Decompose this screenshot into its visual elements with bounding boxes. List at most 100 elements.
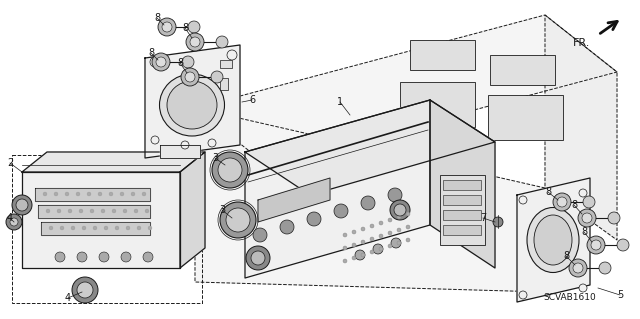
Circle shape — [390, 200, 410, 220]
Circle shape — [126, 226, 130, 230]
Text: FR.: FR. — [573, 38, 590, 48]
Circle shape — [519, 196, 527, 204]
Circle shape — [599, 262, 611, 274]
Circle shape — [79, 209, 83, 213]
Circle shape — [388, 188, 402, 202]
Circle shape — [379, 247, 383, 251]
Circle shape — [10, 218, 18, 226]
Circle shape — [99, 252, 109, 262]
Circle shape — [43, 192, 47, 196]
Text: 8: 8 — [545, 187, 551, 197]
Circle shape — [582, 213, 592, 223]
Circle shape — [181, 68, 199, 86]
Ellipse shape — [534, 215, 572, 265]
Circle shape — [145, 209, 149, 213]
Circle shape — [54, 192, 58, 196]
Bar — [400, 82, 475, 127]
Text: 8: 8 — [182, 23, 188, 33]
Ellipse shape — [167, 81, 217, 129]
Circle shape — [109, 192, 113, 196]
Circle shape — [352, 243, 356, 247]
Circle shape — [158, 18, 176, 36]
Circle shape — [188, 21, 200, 33]
Polygon shape — [430, 100, 495, 268]
Circle shape — [280, 220, 294, 234]
Circle shape — [101, 209, 105, 213]
Circle shape — [120, 192, 124, 196]
Circle shape — [388, 244, 392, 248]
Circle shape — [391, 238, 401, 248]
Polygon shape — [160, 145, 200, 158]
Text: 7: 7 — [480, 213, 486, 223]
Circle shape — [142, 192, 146, 196]
Circle shape — [137, 226, 141, 230]
Circle shape — [76, 192, 80, 196]
Circle shape — [182, 56, 194, 68]
Bar — [12, 155, 202, 303]
Polygon shape — [258, 178, 330, 222]
Circle shape — [82, 226, 86, 230]
Circle shape — [355, 250, 365, 260]
Polygon shape — [41, 222, 150, 235]
Circle shape — [186, 33, 204, 51]
Text: 8: 8 — [177, 58, 183, 68]
Text: 8: 8 — [154, 13, 160, 23]
Circle shape — [579, 284, 587, 292]
Text: 4: 4 — [7, 213, 13, 223]
Circle shape — [406, 238, 410, 242]
Circle shape — [587, 236, 605, 254]
Polygon shape — [517, 178, 590, 302]
Polygon shape — [545, 15, 617, 240]
Polygon shape — [180, 152, 205, 268]
Circle shape — [16, 199, 28, 211]
Circle shape — [379, 234, 383, 238]
Bar — [490, 55, 555, 85]
Circle shape — [569, 259, 587, 277]
Circle shape — [579, 189, 587, 197]
Circle shape — [87, 192, 91, 196]
Circle shape — [208, 139, 216, 147]
Circle shape — [307, 212, 321, 226]
Circle shape — [334, 204, 348, 218]
Circle shape — [115, 226, 119, 230]
Bar — [443, 225, 481, 235]
Circle shape — [6, 214, 22, 230]
Circle shape — [352, 256, 356, 260]
Circle shape — [519, 291, 527, 299]
Text: 5: 5 — [617, 290, 623, 300]
Circle shape — [397, 228, 401, 232]
Circle shape — [578, 209, 596, 227]
Ellipse shape — [527, 207, 579, 272]
Circle shape — [49, 226, 53, 230]
Text: SCVAB1610: SCVAB1610 — [543, 293, 596, 302]
Circle shape — [557, 197, 567, 207]
Text: 8: 8 — [571, 200, 577, 210]
Circle shape — [156, 57, 166, 67]
Circle shape — [65, 192, 69, 196]
Circle shape — [131, 192, 135, 196]
Circle shape — [253, 228, 267, 242]
Circle shape — [112, 209, 116, 213]
Circle shape — [370, 250, 374, 254]
Circle shape — [251, 251, 265, 265]
Circle shape — [388, 218, 392, 222]
Circle shape — [608, 212, 620, 224]
Circle shape — [343, 233, 347, 237]
Text: 6: 6 — [249, 95, 255, 105]
Circle shape — [185, 72, 195, 82]
Circle shape — [227, 50, 237, 60]
Bar — [443, 210, 481, 220]
Circle shape — [46, 209, 50, 213]
Circle shape — [220, 202, 256, 238]
Text: 8: 8 — [148, 48, 154, 58]
Circle shape — [150, 57, 160, 67]
Circle shape — [591, 240, 601, 250]
Polygon shape — [38, 205, 150, 218]
Circle shape — [152, 53, 170, 71]
Bar — [440, 175, 485, 245]
Circle shape — [361, 227, 365, 231]
Circle shape — [583, 196, 595, 208]
Circle shape — [71, 226, 75, 230]
Circle shape — [553, 193, 571, 211]
Circle shape — [216, 36, 228, 48]
